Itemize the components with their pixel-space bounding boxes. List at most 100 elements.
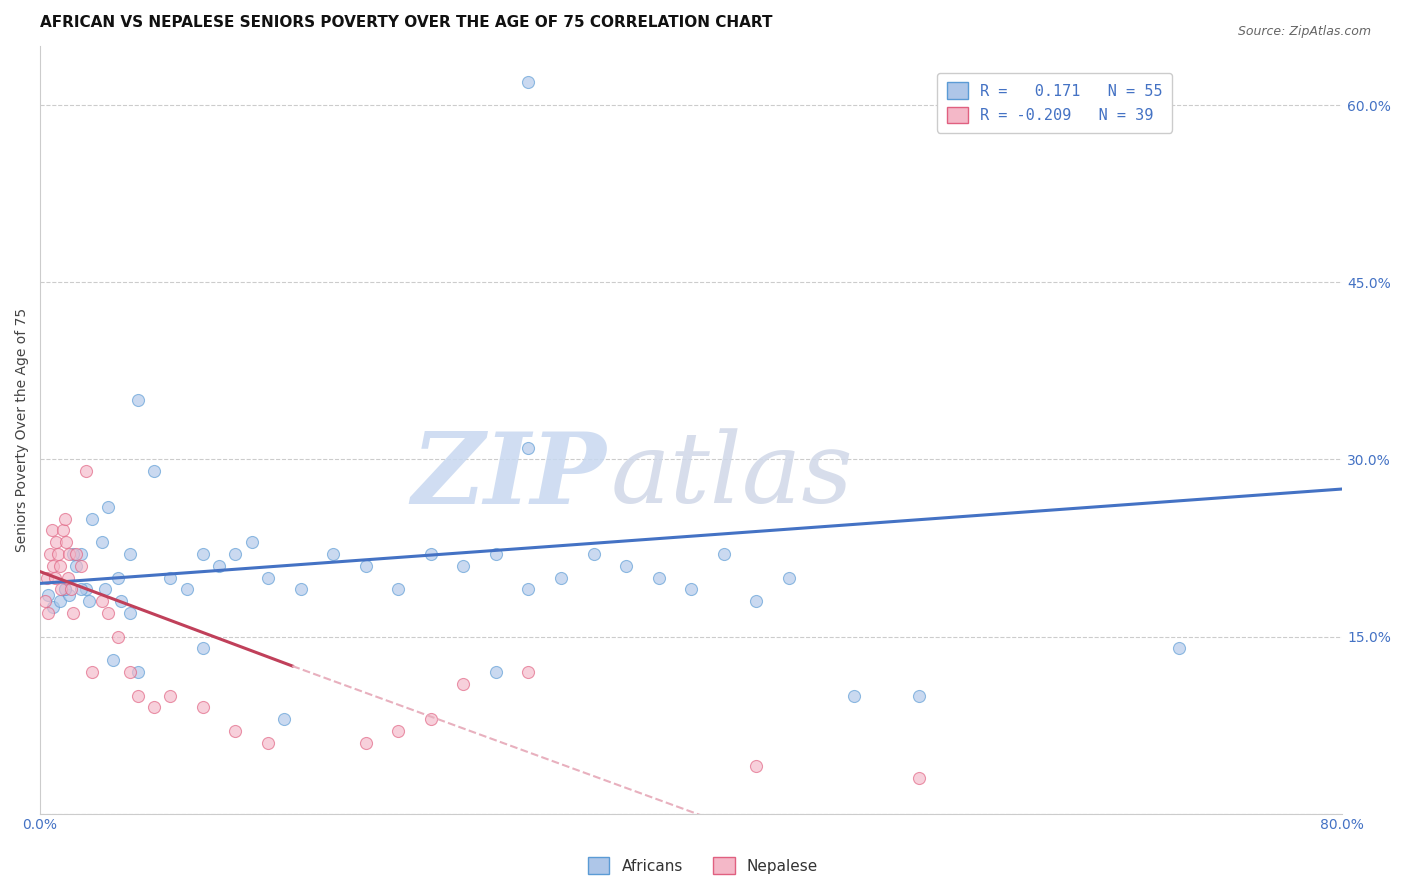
Point <box>745 594 768 608</box>
Point <box>419 712 441 726</box>
Point <box>713 547 735 561</box>
Point <box>240 535 263 549</box>
Point <box>354 558 377 573</box>
Point <box>82 665 104 679</box>
Point <box>103 653 125 667</box>
Point <box>387 723 409 738</box>
Point <box>97 500 120 514</box>
Legend: R =   0.171   N = 55, R = -0.209   N = 39: R = 0.171 N = 55, R = -0.209 N = 39 <box>938 73 1171 133</box>
Point <box>224 547 246 561</box>
Point <box>208 558 231 573</box>
Point <box>38 547 60 561</box>
Point <box>118 547 141 561</box>
Point <box>41 524 63 538</box>
Point <box>517 441 540 455</box>
Point <box>69 558 91 573</box>
Point <box>51 582 73 597</box>
Point <box>65 558 87 573</box>
Point <box>69 582 91 597</box>
Point <box>290 582 312 597</box>
Point <box>745 759 768 773</box>
Point <box>778 570 800 584</box>
Point <box>681 582 703 597</box>
Point <box>110 594 132 608</box>
Point <box>118 606 141 620</box>
Point <box>550 570 572 584</box>
Point <box>107 630 129 644</box>
Point <box>52 524 75 538</box>
Point <box>257 570 280 584</box>
Point <box>60 582 83 597</box>
Point <box>56 570 79 584</box>
Point <box>107 570 129 584</box>
Point <box>273 712 295 726</box>
Point <box>419 547 441 561</box>
Legend: Africans, Nepalese: Africans, Nepalese <box>582 851 824 880</box>
Point <box>46 547 69 561</box>
Point <box>517 582 540 597</box>
Point <box>44 570 66 584</box>
Point <box>908 689 931 703</box>
Point <box>35 570 58 584</box>
Point <box>118 665 141 679</box>
Point <box>159 570 181 584</box>
Point <box>48 558 70 573</box>
Point <box>53 582 76 597</box>
Point <box>159 689 181 703</box>
Point <box>91 535 114 549</box>
Point <box>485 547 508 561</box>
Point <box>143 464 166 478</box>
Point <box>517 665 540 679</box>
Point <box>387 582 409 597</box>
Point <box>224 723 246 738</box>
Point <box>322 547 344 561</box>
Point <box>53 582 76 597</box>
Point <box>257 736 280 750</box>
Point <box>37 588 59 602</box>
Point <box>69 547 91 561</box>
Point <box>77 594 100 608</box>
Point <box>58 547 80 561</box>
Point <box>91 594 114 608</box>
Text: Source: ZipAtlas.com: Source: ZipAtlas.com <box>1237 25 1371 38</box>
Point <box>34 594 56 608</box>
Point <box>48 594 70 608</box>
Point <box>75 582 97 597</box>
Point <box>191 547 214 561</box>
Point <box>127 665 149 679</box>
Point <box>191 700 214 714</box>
Point <box>62 606 84 620</box>
Point <box>127 689 149 703</box>
Point <box>127 393 149 408</box>
Point <box>143 700 166 714</box>
Point <box>62 547 84 561</box>
Point <box>65 547 87 561</box>
Point <box>842 689 865 703</box>
Point <box>58 588 80 602</box>
Point <box>53 511 76 525</box>
Point <box>176 582 198 597</box>
Point <box>453 558 475 573</box>
Point <box>94 582 117 597</box>
Point <box>517 75 540 89</box>
Point <box>908 771 931 785</box>
Point <box>42 600 65 615</box>
Point <box>647 570 669 584</box>
Point <box>42 558 65 573</box>
Point <box>582 547 605 561</box>
Text: atlas: atlas <box>610 428 853 524</box>
Point <box>354 736 377 750</box>
Point <box>485 665 508 679</box>
Point <box>191 641 214 656</box>
Point <box>75 464 97 478</box>
Point <box>37 606 59 620</box>
Y-axis label: Seniors Poverty Over the Age of 75: Seniors Poverty Over the Age of 75 <box>15 308 30 552</box>
Point <box>45 535 67 549</box>
Point <box>82 511 104 525</box>
Point <box>55 535 77 549</box>
Point <box>1168 641 1191 656</box>
Text: ZIP: ZIP <box>412 428 606 524</box>
Point <box>453 677 475 691</box>
Text: AFRICAN VS NEPALESE SENIORS POVERTY OVER THE AGE OF 75 CORRELATION CHART: AFRICAN VS NEPALESE SENIORS POVERTY OVER… <box>41 15 773 30</box>
Point <box>97 606 120 620</box>
